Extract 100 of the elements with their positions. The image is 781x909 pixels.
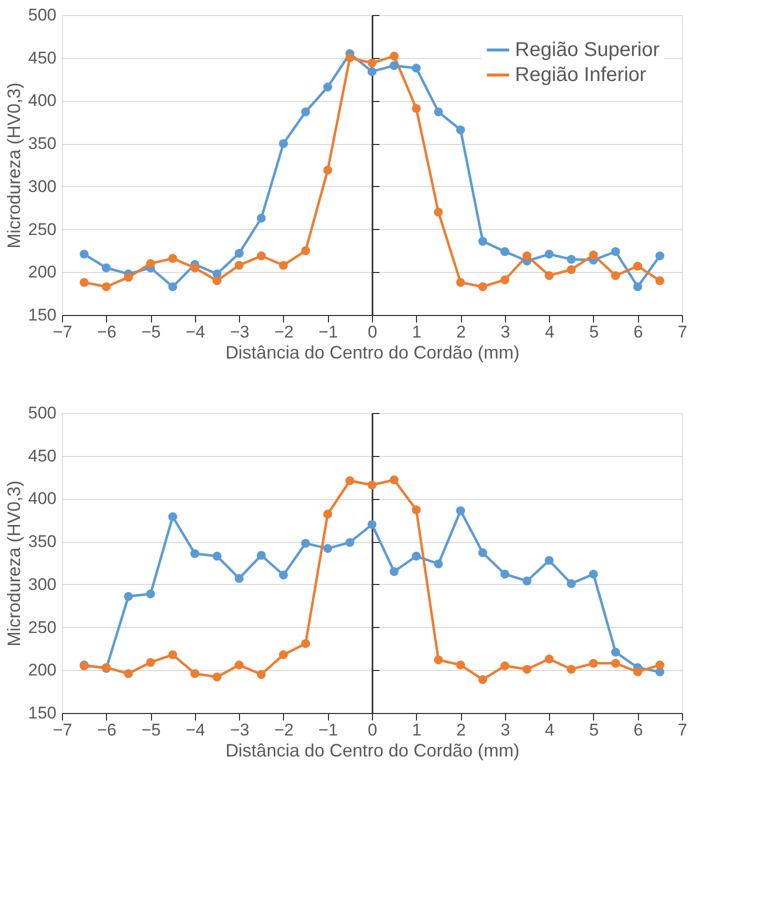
x-tick-label: −4 bbox=[186, 720, 206, 740]
point bbox=[256, 550, 266, 560]
point bbox=[278, 260, 288, 270]
x-tick-label: −1 bbox=[318, 720, 338, 740]
x-tick-label: 1 bbox=[412, 322, 422, 342]
point bbox=[566, 254, 576, 264]
point bbox=[190, 263, 200, 272]
point bbox=[655, 660, 664, 670]
point bbox=[323, 510, 332, 519]
point bbox=[588, 250, 598, 260]
point bbox=[544, 556, 554, 565]
point bbox=[190, 669, 200, 678]
point bbox=[500, 661, 510, 670]
point bbox=[256, 251, 266, 260]
y-tick-label: 450 bbox=[28, 446, 56, 466]
point bbox=[256, 670, 266, 679]
x-tick-label: −6 bbox=[97, 322, 116, 342]
point bbox=[522, 251, 532, 260]
y-tick-label: 300 bbox=[28, 574, 56, 594]
point bbox=[234, 660, 244, 670]
x-tick-label: 2 bbox=[456, 720, 466, 740]
x-tick-label: 0 bbox=[368, 322, 378, 342]
point bbox=[478, 282, 488, 292]
y-tick-label: 350 bbox=[28, 134, 56, 154]
point bbox=[566, 579, 576, 588]
point bbox=[412, 104, 421, 113]
point bbox=[478, 236, 488, 246]
point bbox=[500, 570, 510, 579]
point bbox=[633, 262, 642, 271]
point bbox=[633, 282, 642, 292]
point bbox=[544, 250, 554, 259]
y-tick-label: 250 bbox=[28, 220, 56, 239]
point bbox=[390, 52, 399, 61]
y-tick-label: 150 bbox=[28, 704, 56, 722]
x-tick-label: 5 bbox=[589, 322, 599, 342]
x-tick-label: 6 bbox=[633, 322, 643, 342]
legend-label: Região Inferior bbox=[515, 64, 647, 86]
x-tick-label: −7 bbox=[52, 720, 72, 740]
point bbox=[102, 263, 111, 272]
point bbox=[655, 251, 664, 260]
point bbox=[522, 664, 532, 674]
point bbox=[390, 567, 399, 576]
y-tick-label: 400 bbox=[28, 91, 56, 110]
point bbox=[434, 559, 443, 568]
point bbox=[434, 655, 443, 664]
point bbox=[278, 650, 288, 660]
y-tick-label: 500 bbox=[28, 6, 56, 24]
y-axis-title: Microdureza (HV0,3) bbox=[4, 82, 24, 249]
y-tick-label: 400 bbox=[28, 489, 56, 508]
point bbox=[412, 64, 421, 73]
point bbox=[323, 544, 332, 553]
x-axis-title: Distância do Centro do Cordão (mm) bbox=[225, 342, 520, 362]
point bbox=[102, 282, 111, 292]
point bbox=[301, 639, 310, 648]
point bbox=[301, 107, 310, 116]
point bbox=[434, 208, 443, 217]
y-tick-label: 300 bbox=[28, 176, 56, 196]
point bbox=[611, 247, 620, 256]
point bbox=[544, 654, 554, 664]
point bbox=[168, 254, 178, 263]
x-tick-label: 7 bbox=[678, 720, 688, 740]
point bbox=[456, 660, 466, 670]
x-tick-label: −3 bbox=[230, 322, 250, 342]
point bbox=[256, 214, 266, 223]
point bbox=[390, 61, 399, 70]
point bbox=[323, 166, 332, 175]
point bbox=[456, 278, 466, 287]
point bbox=[212, 672, 222, 682]
point bbox=[168, 650, 178, 660]
x-tick-label: −7 bbox=[52, 322, 72, 342]
point bbox=[368, 520, 376, 529]
point bbox=[345, 53, 354, 62]
point bbox=[368, 58, 376, 68]
point bbox=[124, 592, 133, 601]
point bbox=[301, 538, 310, 548]
x-tick-label: 2 bbox=[456, 322, 466, 342]
point bbox=[146, 658, 156, 667]
point bbox=[234, 248, 244, 258]
point bbox=[301, 246, 310, 256]
point bbox=[412, 552, 421, 561]
point bbox=[124, 272, 133, 282]
y-axis-title: Microdureza (HV0,3) bbox=[4, 480, 24, 647]
x-tick-label: −2 bbox=[274, 322, 294, 342]
x-tick-label: −1 bbox=[318, 322, 338, 342]
point bbox=[212, 552, 222, 561]
y-tick-label: 350 bbox=[28, 532, 56, 552]
point bbox=[368, 67, 376, 76]
point bbox=[588, 570, 598, 579]
x-tick-label: −5 bbox=[141, 322, 161, 342]
y-tick-label: 150 bbox=[28, 306, 56, 324]
point bbox=[611, 658, 620, 668]
point bbox=[566, 265, 576, 274]
point bbox=[146, 259, 156, 268]
point bbox=[234, 260, 244, 270]
point bbox=[345, 476, 354, 486]
y-tick-label: 200 bbox=[28, 660, 56, 680]
legend-label: Região Superior bbox=[515, 39, 660, 61]
x-axis-title: Distância do Centro do Cordão (mm) bbox=[225, 740, 520, 760]
x-tick-label: −6 bbox=[97, 720, 116, 740]
point bbox=[80, 278, 89, 287]
